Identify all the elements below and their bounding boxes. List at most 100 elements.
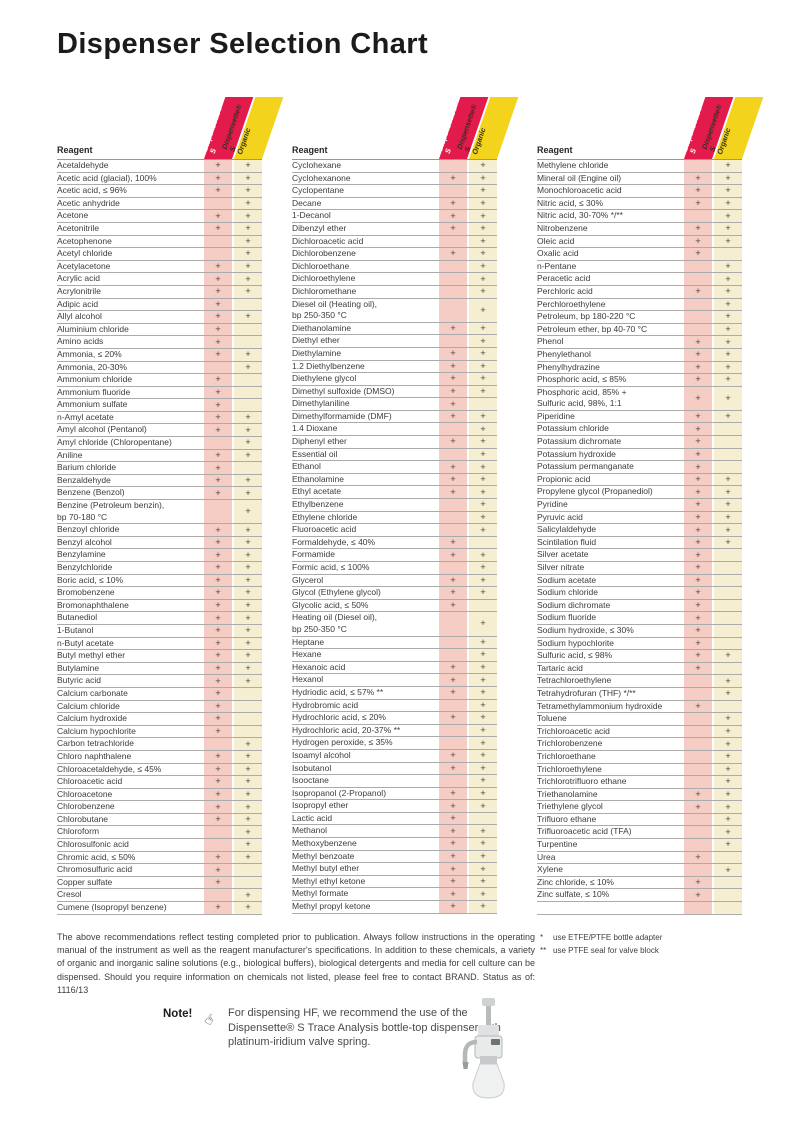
dispensette-s-cell: + (439, 222, 467, 235)
reagent-row: 1.4 Dioxane + (292, 423, 497, 437)
reagent-row: Cyclohexane + (292, 160, 497, 173)
reagent-table-3: Reagent Dispensette® S Dispensette® S Or… (537, 97, 764, 915)
reagent-row: Tetrahydrofuran (THF) */** + (537, 687, 742, 701)
dispensette-s-organic-cell (234, 399, 262, 411)
dispensette-s-organic-cell: + (234, 524, 262, 536)
dispensette-s-organic-cell: + (234, 675, 262, 687)
reagent-name: Dibenzyl ether (292, 222, 347, 233)
reagent-name: Zinc sulfate, ≤ 10% (537, 889, 610, 900)
footer-paragraph: The above recommendations reflect testin… (57, 932, 535, 995)
dispensette-s-organic-cell: + (469, 863, 497, 875)
dispensette-s-organic-cell: + (714, 839, 742, 851)
reagent-row: Oleic acid + + (537, 235, 742, 249)
dispensette-s-cell (439, 448, 467, 461)
dispensette-s-organic-cell: + (234, 210, 262, 222)
dispensette-s-cell: + (439, 812, 467, 825)
reagent-row: Potassium chloride + (537, 423, 742, 437)
dispensette-s-organic-cell: + (234, 839, 262, 851)
dispensette-s-organic-cell: + (469, 787, 497, 800)
dispensette-s-cell: + (204, 650, 232, 662)
dispensette-s-cell (684, 902, 712, 914)
reagent-row: Trichloroacetic acid + (537, 725, 742, 739)
dispensette-s-cell: + (204, 574, 232, 587)
dispensette-s-organic-cell (714, 851, 742, 864)
dispensette-s-cell (439, 699, 467, 712)
dispensette-s-organic-cell (469, 812, 497, 825)
dispensette-s-cell (439, 511, 467, 524)
reagent-name: Monochloroacetic acid (537, 185, 622, 196)
dispensette-s-cell: + (439, 197, 467, 210)
reagent-name: Decane (292, 197, 322, 208)
dispensette-s-cell: + (204, 210, 232, 222)
dispensette-s-cell (439, 612, 467, 636)
dispensette-s-cell: + (204, 813, 232, 826)
reagent-row (537, 902, 742, 915)
reagent-row: Calcium hydroxide + (57, 713, 262, 726)
reagent-name: Dichlorobenzene (292, 248, 356, 259)
reagent-name: Ammonium chloride (57, 374, 133, 385)
reagent-name: Methyl propyl ketone (292, 901, 371, 912)
reagent-name: Cyclohexanone (292, 172, 351, 183)
dispensette-s-cell: + (684, 386, 712, 410)
dispensette-s-organic-cell: + (469, 775, 497, 787)
reagent-row: Tetramethylammonium hydroxide + (537, 700, 742, 714)
reagent-row: Aluminium chloride + (57, 323, 262, 337)
dispensette-s-cell: + (204, 524, 232, 536)
dispensette-s-organic-cell: + (714, 788, 742, 801)
dispensette-s-cell: + (439, 661, 467, 674)
dispensette-s-cell: + (204, 624, 232, 637)
reagent-row: Carbon tetrachloride + (57, 738, 262, 751)
dispensette-s-cell (684, 776, 712, 788)
dispensette-s-cell (684, 826, 712, 839)
reagent-name: Tetrachloroethylene (537, 675, 612, 686)
dispensette-s-organic-cell: + (234, 172, 262, 185)
reagent-row: Isopropanol (2-Propanol) + + (292, 787, 497, 801)
dispensette-s-organic-cell: + (714, 298, 742, 311)
dispensette-s-cell: + (439, 762, 467, 775)
dispensette-s-organic-cell (714, 637, 742, 650)
reagent-name: Oxalic acid (537, 248, 579, 259)
reagent-row: Trichloroethylene + (537, 763, 742, 777)
dispensette-s-cell: + (204, 160, 232, 172)
dispensette-s-cell: + (204, 273, 232, 285)
reagent-name: Dichloromethane (292, 285, 357, 296)
reagent-row: 1.2 Diethylbenzene + + (292, 360, 497, 374)
dispensette-s-cell: + (204, 185, 232, 197)
note-text: For dispensing HF, we recommend the use … (228, 1007, 501, 1048)
dispensette-s-organic-cell (714, 562, 742, 574)
dispensette-s-organic-cell: + (714, 725, 742, 738)
dispensette-s-organic-cell (234, 876, 262, 889)
reagent-row: Salicylaldehyde + + (537, 524, 742, 537)
dispensette-s-cell: + (204, 687, 232, 700)
reagent-row: Methoxybenzene + + (292, 838, 497, 851)
reagent-row: Butyric acid + + (57, 675, 262, 688)
dispensette-s-organic-cell: + (469, 273, 497, 285)
dispensette-s-cell: + (439, 712, 467, 724)
dispensette-s-organic-cell: + (469, 410, 497, 423)
footnote-text: use ETFE/PTFE bottle adapter (553, 933, 663, 942)
dispensette-s-organic-cell: + (469, 825, 497, 838)
reagent-row: Dibenzyl ether + + (292, 222, 497, 236)
reagent-name: Hydrobromic acid (292, 699, 359, 710)
reagent-row: Phenylhydrazine + + (537, 361, 742, 375)
reagent-row: Acetyl chloride + (57, 248, 262, 261)
dispensette-s-cell: + (439, 536, 467, 549)
dispensette-s-cell (684, 738, 712, 750)
reagent-name: Chloroacetic acid (57, 776, 123, 787)
dispensette-s-cell: + (684, 423, 712, 436)
dispensette-s-organic-cell: + (714, 361, 742, 374)
dispensette-s-cell: + (439, 360, 467, 373)
reagent-name: Acetyl chloride (57, 248, 113, 259)
reagent-row: Chlorobenzene + + (57, 801, 262, 814)
reagent-row: Perchloroethylene + (537, 298, 742, 312)
dispensette-s-organic-cell (714, 448, 742, 461)
reagent-name: Acetic anhydride (57, 197, 120, 208)
dispensette-s-cell: + (204, 776, 232, 788)
reagent-name: Scintilation fluid (537, 536, 597, 547)
dispensette-s-cell: + (684, 486, 712, 499)
dispensette-s-organic-cell: + (234, 750, 262, 763)
dispensette-s-organic-cell: + (469, 661, 497, 674)
dispensette-s-organic-cell: + (469, 749, 497, 762)
reagent-row: Chlorosulfonic acid + (57, 839, 262, 852)
reagent-name: Dimethyl sulfoxide (DMSO) (292, 385, 395, 396)
